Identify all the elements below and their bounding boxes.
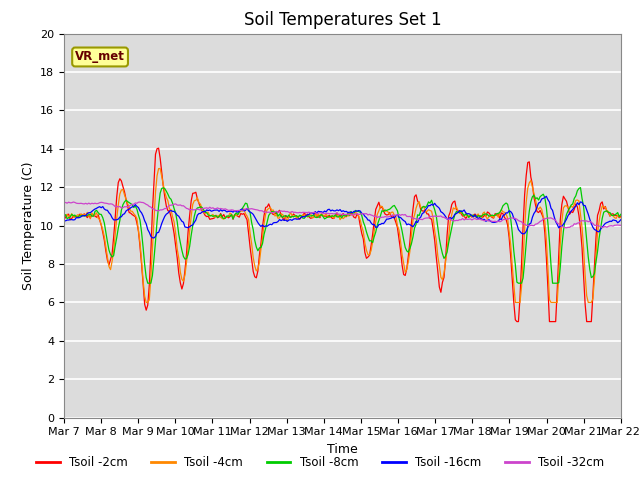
Tsoil -32cm bbox=[130, 202, 138, 207]
Tsoil -2cm bbox=[305, 214, 313, 220]
Tsoil -32cm bbox=[70, 199, 77, 205]
Tsoil -16cm bbox=[617, 217, 625, 223]
Tsoil -16cm bbox=[246, 209, 254, 215]
Tsoil -32cm bbox=[563, 225, 570, 231]
Tsoil -16cm bbox=[150, 235, 158, 241]
Tsoil -16cm bbox=[255, 222, 263, 228]
Tsoil -16cm bbox=[305, 211, 313, 217]
Tsoil -16cm bbox=[543, 193, 550, 199]
Tsoil -4cm bbox=[589, 296, 596, 302]
Tsoil -2cm bbox=[228, 212, 236, 217]
Tsoil -4cm bbox=[156, 166, 164, 171]
Tsoil -2cm bbox=[155, 145, 163, 151]
Tsoil -8cm bbox=[129, 202, 136, 207]
Tsoil -4cm bbox=[307, 211, 314, 216]
Tsoil -32cm bbox=[246, 206, 254, 212]
Line: Tsoil -16cm: Tsoil -16cm bbox=[64, 196, 621, 238]
Line: Tsoil -8cm: Tsoil -8cm bbox=[64, 188, 621, 283]
Tsoil -2cm bbox=[60, 213, 68, 218]
Text: VR_met: VR_met bbox=[75, 50, 125, 63]
Tsoil -2cm bbox=[589, 292, 596, 298]
Line: Tsoil -2cm: Tsoil -2cm bbox=[64, 148, 621, 322]
Tsoil -4cm bbox=[248, 241, 255, 247]
Tsoil -8cm bbox=[617, 212, 625, 217]
Tsoil -8cm bbox=[144, 280, 152, 286]
Tsoil -4cm bbox=[60, 213, 68, 219]
Tsoil -16cm bbox=[129, 204, 136, 210]
Tsoil -8cm bbox=[589, 274, 596, 279]
Tsoil -4cm bbox=[617, 215, 625, 220]
Tsoil -32cm bbox=[305, 209, 313, 215]
Tsoil -8cm bbox=[60, 213, 68, 219]
X-axis label: Time: Time bbox=[327, 443, 358, 456]
Tsoil -16cm bbox=[589, 225, 596, 230]
Tsoil -8cm bbox=[305, 213, 313, 219]
Tsoil -2cm bbox=[513, 319, 521, 324]
Legend: Tsoil -2cm, Tsoil -4cm, Tsoil -8cm, Tsoil -16cm, Tsoil -32cm: Tsoil -2cm, Tsoil -4cm, Tsoil -8cm, Tsoi… bbox=[31, 452, 609, 474]
Tsoil -32cm bbox=[255, 208, 263, 214]
Tsoil -4cm bbox=[229, 215, 237, 220]
Tsoil -8cm bbox=[255, 245, 263, 251]
Tsoil -8cm bbox=[577, 185, 584, 191]
Tsoil -4cm bbox=[257, 246, 265, 252]
Tsoil -8cm bbox=[246, 210, 254, 216]
Tsoil -16cm bbox=[228, 208, 236, 214]
Tsoil -8cm bbox=[228, 212, 236, 217]
Tsoil -4cm bbox=[142, 300, 150, 305]
Tsoil -16cm bbox=[60, 218, 68, 224]
Tsoil -4cm bbox=[129, 208, 136, 214]
Line: Tsoil -32cm: Tsoil -32cm bbox=[64, 202, 621, 228]
Tsoil -2cm bbox=[129, 212, 136, 217]
Tsoil -32cm bbox=[60, 200, 68, 205]
Title: Soil Temperatures Set 1: Soil Temperatures Set 1 bbox=[244, 11, 441, 29]
Y-axis label: Soil Temperature (C): Soil Temperature (C) bbox=[22, 161, 35, 290]
Tsoil -2cm bbox=[255, 252, 263, 258]
Tsoil -2cm bbox=[246, 244, 254, 250]
Tsoil -32cm bbox=[228, 207, 236, 213]
Tsoil -32cm bbox=[617, 222, 625, 228]
Line: Tsoil -4cm: Tsoil -4cm bbox=[64, 168, 621, 302]
Tsoil -32cm bbox=[589, 220, 596, 226]
Tsoil -2cm bbox=[617, 214, 625, 219]
